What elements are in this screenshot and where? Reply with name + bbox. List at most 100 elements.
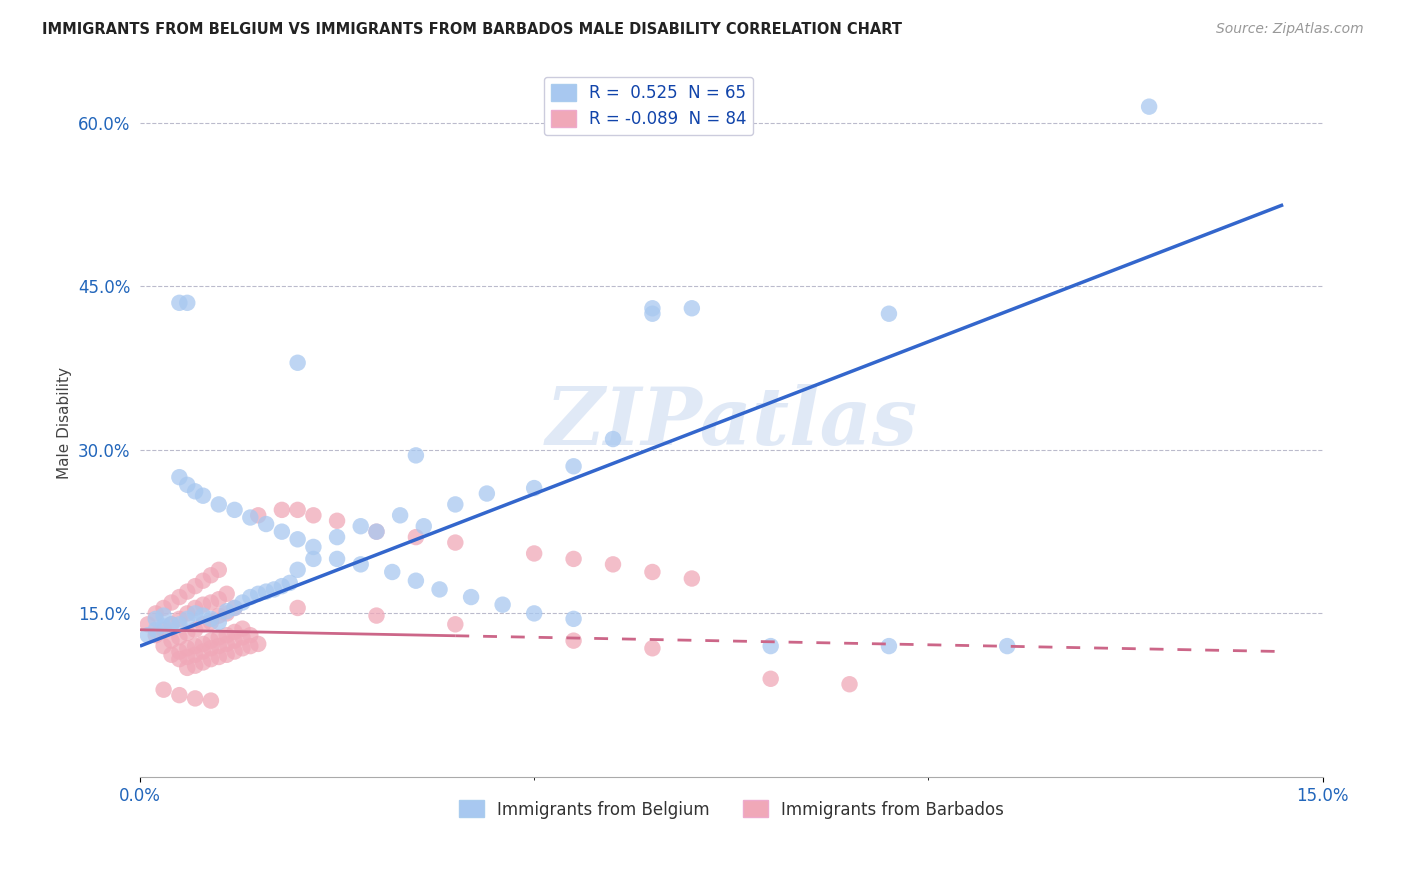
Point [641,641,664,656]
Point [176,584,198,599]
Point [176,478,198,492]
Point [641,307,664,321]
Point [302,540,325,554]
Point [176,295,198,310]
Point [429,582,451,597]
Point [602,432,624,446]
Point [523,481,546,495]
Point [208,563,231,577]
Point [152,601,174,615]
Point [184,648,207,662]
Point [208,639,231,653]
Point [287,601,309,615]
Point [215,648,238,662]
Point [176,607,198,621]
Point [460,590,482,604]
Point [208,631,231,645]
Point [641,565,664,579]
Point [877,639,900,653]
Point [191,608,214,623]
Point [1137,100,1160,114]
Point [562,633,585,648]
Point [326,514,349,528]
Point [224,624,246,639]
Point [169,295,191,310]
Text: IMMIGRANTS FROM BELGIUM VS IMMIGRANTS FROM BARBADOS MALE DISABILITY CORRELATION : IMMIGRANTS FROM BELGIUM VS IMMIGRANTS FR… [42,22,903,37]
Point [160,617,183,632]
Point [191,644,214,658]
Point [176,650,198,665]
Point [208,497,231,511]
Point [200,633,222,648]
Point [287,503,309,517]
Point [215,604,238,618]
Point [263,582,285,597]
Point [184,658,207,673]
Point [176,641,198,656]
Point [278,575,301,590]
Point [145,623,167,637]
Point [160,633,183,648]
Point [995,639,1018,653]
Point [208,608,231,623]
Point [523,546,546,560]
Point [366,524,388,539]
Point [200,612,222,626]
Point [176,626,198,640]
Point [287,356,309,370]
Point [838,677,860,691]
Text: ZIPatlas: ZIPatlas [546,384,917,461]
Point [239,510,262,524]
Point [200,652,222,666]
Point [254,516,277,531]
Point [169,644,191,658]
Point [231,631,253,645]
Point [152,623,174,637]
Point [191,598,214,612]
Point [366,608,388,623]
Point [326,552,349,566]
Point [169,470,191,484]
Point [444,497,467,511]
Point [191,489,214,503]
Point [215,607,238,621]
Point [681,301,703,316]
Point [641,301,664,316]
Point [152,639,174,653]
Point [412,519,434,533]
Point [184,607,207,621]
Point [215,628,238,642]
Point [444,535,467,549]
Point [877,307,900,321]
Point [350,558,373,572]
Point [152,619,174,633]
Point [145,612,167,626]
Point [389,508,412,523]
Point [145,607,167,621]
Point [215,637,238,651]
Point [184,484,207,499]
Point [169,688,191,702]
Point [444,617,467,632]
Point [405,530,427,544]
Text: Source: ZipAtlas.com: Source: ZipAtlas.com [1216,22,1364,37]
Point [191,574,214,588]
Point [215,587,238,601]
Point [176,612,198,626]
Point [287,533,309,547]
Point [224,601,246,615]
Point [231,622,253,636]
Point [160,595,183,609]
Point [350,519,373,533]
Y-axis label: Male Disability: Male Disability [58,367,72,479]
Legend: Immigrants from Belgium, Immigrants from Barbados: Immigrants from Belgium, Immigrants from… [451,794,1011,825]
Point [602,558,624,572]
Point [169,617,191,632]
Point [184,691,207,706]
Point [184,579,207,593]
Point [184,639,207,653]
Point [247,637,270,651]
Point [562,612,585,626]
Point [169,590,191,604]
Point [200,615,222,629]
